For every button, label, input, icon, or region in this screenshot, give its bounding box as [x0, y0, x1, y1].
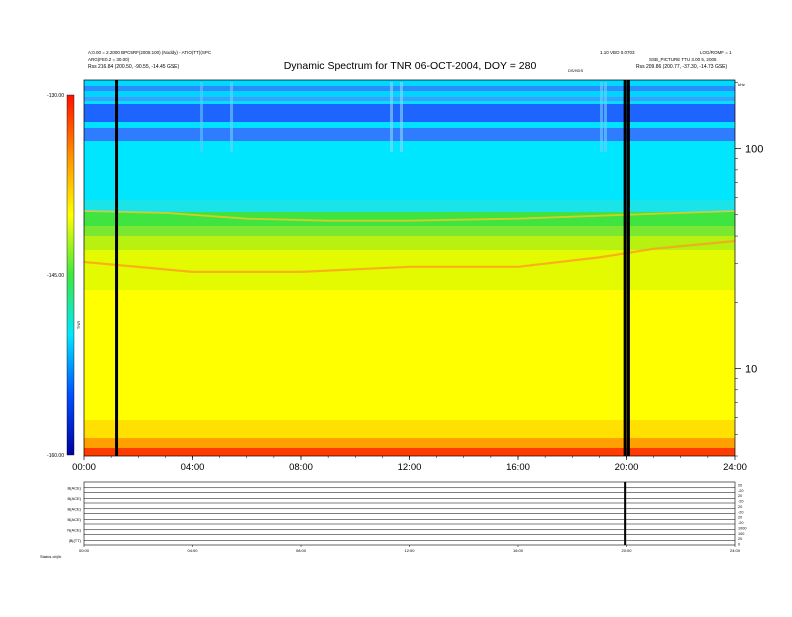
data-gap-bar	[115, 80, 119, 456]
spectrum-band	[84, 226, 735, 236]
spectrum-band	[84, 91, 735, 97]
x-tick-label: 08:00	[289, 462, 313, 473]
data-gap-bar	[626, 80, 630, 456]
bottom-right-label: 20	[738, 505, 742, 509]
spectrogram-plot	[84, 80, 735, 456]
bottom-x-tick-label: 20:00	[621, 548, 632, 553]
x-tick-label: 24:00	[723, 462, 747, 473]
spectrum-band	[84, 141, 735, 200]
chart-title: Dynamic Spectrum for TNR 06-OCT-2004, DO…	[284, 60, 537, 72]
spectrum-streak	[600, 82, 603, 152]
header-mid-tag: DS/HDS	[568, 68, 583, 73]
header-left-line2: ARG(FE0.2 = 30.00)	[88, 57, 130, 62]
bottom-x-tick-label: 00:00	[79, 548, 90, 553]
spectrum-streak	[604, 82, 607, 152]
spectrum-band	[84, 80, 735, 86]
x-axis: 00:00 04:00 08:00 12:00 16:00 20:00 24:00	[72, 456, 747, 473]
data-gap-bar	[623, 80, 627, 456]
header-right-line1: 1.10 VBO 0.0703	[600, 50, 635, 55]
x-tick-label: 00:00	[72, 462, 96, 473]
spectrum-band	[84, 128, 735, 141]
colorbar-tick-label: -130.00	[47, 93, 64, 99]
bottom-right-label: 20	[738, 494, 742, 498]
bottom-x-tick-label: 24:00	[730, 548, 741, 553]
bottom-x-tick-label: 12:00	[404, 548, 415, 553]
bottom-x-tick-label: 04:00	[187, 548, 198, 553]
colorbar-axis: -130.00 -145.00 -160.00	[47, 93, 64, 459]
bottom-right-label: -20	[738, 489, 744, 493]
bottom-panel: B(ACE)B(ACE)B(ACE)B(ACE)N(ACE)|B|(TT)20-…	[67, 481, 746, 553]
data-gaps	[115, 80, 630, 456]
spectrum-band	[84, 236, 735, 250]
bottom-right-label: -20	[738, 500, 744, 504]
spectrum-band	[84, 200, 735, 212]
header-right-line2: LOG/ROMF = 1	[700, 50, 732, 55]
bottom-right-label: 20	[738, 516, 742, 520]
x-tick-label: 12:00	[398, 462, 422, 473]
bottom-row-label: B(ACE)	[67, 506, 81, 511]
spectrum-band	[84, 448, 735, 456]
spectrum-band	[84, 101, 735, 104]
colorbar-tick-label: -160.00	[47, 453, 64, 459]
header-right-line4: Rss 209.86 (200.77, -37.30, -14.73 GSE)	[636, 64, 727, 70]
x-tick-label: 16:00	[506, 462, 530, 473]
emission-lane-upper	[84, 210, 735, 222]
spectrum-band	[84, 104, 735, 122]
bottom-right-label: 100	[738, 532, 744, 536]
footer-text: Status cb)/b	[40, 554, 62, 559]
colorbar-label: TNR	[76, 321, 81, 329]
spectrum-band	[84, 212, 735, 226]
header-left-line1: A:0.00 = 2.2000 BPC5RF(2005:100) (Noddy)…	[88, 50, 212, 55]
bottom-row-label: B(ACE)	[67, 496, 81, 501]
bottom-row-label: B(ACE)	[67, 485, 81, 490]
colorbar-tick-label: -145.00	[47, 273, 64, 279]
bottom-gap-bar	[624, 482, 627, 545]
x-tick-label: 20:00	[615, 462, 639, 473]
spectrum-streak	[230, 82, 233, 152]
bottom-row-label: N(ACE)	[67, 527, 81, 532]
bottom-right-label: 1000	[738, 526, 746, 530]
y-tick-label: 100	[745, 144, 763, 156]
y-tick-label: 10	[745, 363, 757, 375]
spectrum-band	[84, 86, 735, 91]
spectrum-band	[84, 97, 735, 101]
bottom-row-label: B(ACE)	[67, 517, 81, 522]
bottom-right-label: 20	[738, 537, 742, 541]
spectrum-band	[84, 290, 735, 420]
y-axis-right: 100 10	[735, 82, 763, 457]
colorbar	[66, 94, 75, 456]
bottom-x-tick-label: 08:00	[296, 548, 307, 553]
y-unit-label: kHz	[738, 82, 745, 87]
spectrum-streak	[200, 82, 203, 152]
spectrum-streak	[390, 82, 393, 152]
bottom-right-label: 0	[738, 543, 740, 547]
spectrum-band	[84, 420, 735, 438]
spectrum-streak	[400, 82, 403, 152]
x-tick-label: 04:00	[181, 462, 205, 473]
emission-lane-lower	[84, 239, 735, 273]
bottom-x-tick-label: 16:00	[513, 548, 524, 553]
bottom-right-label: 20	[738, 484, 742, 488]
header-left-line3: Rss 216.84 (200.50, -90.55, -14.45 GSE)	[88, 64, 179, 70]
bottom-row-label: |B|(TT)	[69, 538, 82, 543]
bottom-right-label: -20	[738, 521, 744, 525]
spectrum-band	[84, 438, 735, 448]
bottom-right-label: -20	[738, 510, 744, 514]
header-right-line3: SSB_PICTURE TTU 3.00 5, 2005	[649, 57, 717, 62]
spectrum-band	[84, 122, 735, 128]
